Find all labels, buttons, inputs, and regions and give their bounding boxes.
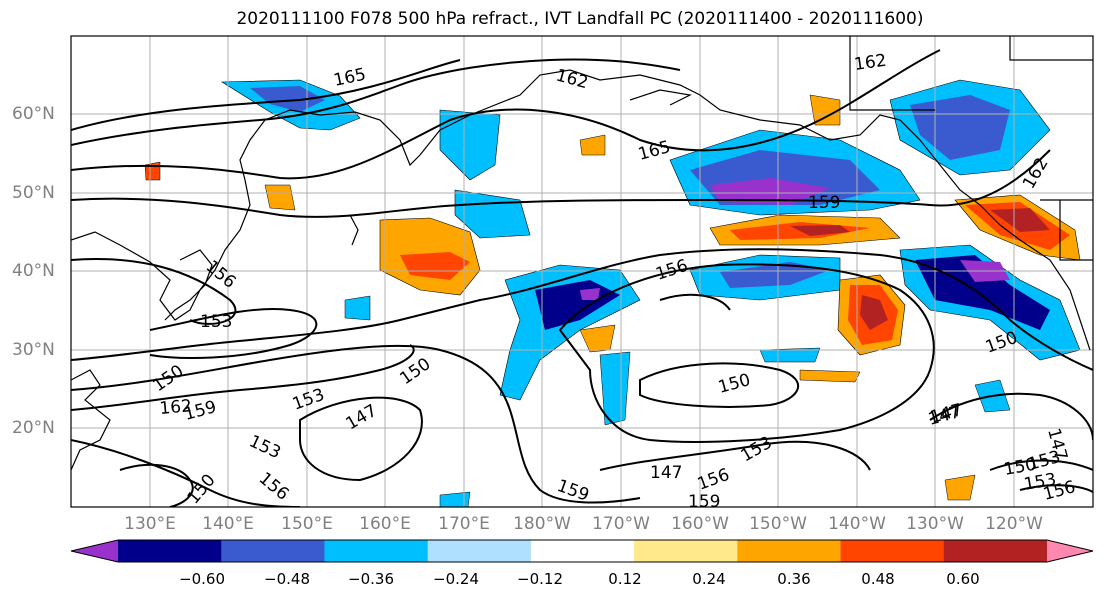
lon-label: 150°W	[749, 514, 807, 534]
contour-label: 153	[290, 385, 327, 415]
colorbar-segment	[634, 540, 738, 562]
lon-label: 140°W	[828, 514, 886, 534]
colorbar-tick: −0.24	[433, 570, 479, 588]
contour-label: 150	[184, 470, 220, 508]
shade-small-3	[579, 324, 616, 353]
lon-label: 180°W	[513, 514, 571, 534]
colorbar-tick: 0.12	[608, 570, 642, 588]
colorbar-tick: −0.60	[179, 570, 225, 588]
shade-np-darkred	[790, 225, 850, 236]
lat-label-20n: 20°N	[12, 418, 55, 438]
lon-label: 160°E	[359, 514, 411, 534]
plot-frame	[70, 35, 1094, 508]
contour-label: 165	[332, 65, 368, 91]
shade-small-1	[759, 347, 821, 363]
lat-label-50n: 50°N	[12, 183, 55, 203]
contour-label: 162	[853, 51, 888, 75]
contour-label: 156	[255, 469, 293, 505]
contour-label: 159	[688, 492, 720, 512]
lat-label-40n: 40°N	[12, 261, 55, 281]
colorbar-extend-min	[71, 540, 118, 562]
colorbar-tick: −0.12	[517, 570, 563, 588]
lon-label: 120°W	[985, 514, 1043, 534]
colorbar-outline	[70, 539, 1094, 563]
contour-label: 162	[159, 396, 193, 419]
contour-label: 153	[200, 312, 232, 332]
contour-label: 147	[343, 401, 381, 435]
contour-label: 159	[808, 193, 840, 213]
shade-sw-purple	[580, 288, 600, 300]
colorbar-tick: 0.60	[946, 570, 980, 588]
contour-label: 147	[650, 463, 682, 483]
colorbar-segment	[221, 540, 325, 562]
ivt-shading	[144, 79, 1081, 507]
shade-small-5	[579, 134, 606, 156]
map-title: 2020111100 F078 500 hPa refract., IVT La…	[236, 9, 924, 29]
contour-label: 162	[554, 66, 591, 94]
shade-small-8	[344, 295, 371, 321]
lon-label: 160°W	[671, 514, 729, 534]
contour-label: 150	[983, 328, 1020, 358]
shade-small-7	[144, 161, 161, 181]
lon-label: 150°E	[281, 514, 333, 534]
coastlines	[71, 36, 1093, 471]
shade-e-darkred	[860, 295, 888, 330]
lon-label: 170°W	[592, 514, 650, 534]
lon-label: 140°E	[202, 514, 254, 534]
colorbar-segment	[118, 540, 222, 562]
colorbar-segment	[530, 540, 635, 562]
contour-label: 159	[554, 476, 591, 506]
shade-small-11	[439, 491, 471, 507]
colorbar	[70, 539, 1094, 563]
shade-small-6	[264, 184, 296, 211]
shade-e2-navy	[915, 255, 1050, 330]
contour-label: 150	[396, 354, 434, 389]
shade-np-purple	[710, 178, 830, 205]
colorbar-tick: 0.24	[692, 570, 726, 588]
contour-label: 162	[1019, 154, 1053, 192]
shade-small-12	[809, 94, 841, 126]
contour-label: 150	[716, 370, 753, 398]
contour-label: 147	[926, 402, 963, 430]
contour-label: 156	[202, 257, 240, 293]
shade-small-2	[799, 369, 861, 383]
colorbar-segment	[737, 540, 842, 562]
lon-label: 170°E	[438, 514, 490, 534]
lat-label-30n: 30°N	[12, 340, 55, 360]
lon-label: 130°E	[124, 514, 176, 534]
lon-label: 130°W	[906, 514, 964, 534]
refractivity-contours	[71, 49, 1093, 507]
colorbar-tick: 0.36	[777, 570, 811, 588]
lat-label-60n: 60°N	[12, 104, 55, 124]
colorbar-segment	[943, 540, 1048, 562]
contour-label: 156	[653, 256, 690, 285]
colorbar-segment	[324, 540, 429, 562]
colorbar-extend-max	[1047, 540, 1093, 562]
gridlines	[71, 36, 1093, 507]
colorbar-segment	[427, 540, 532, 562]
shade-small-4	[599, 351, 631, 426]
shade-west-red	[400, 252, 470, 280]
shade-nw-navy	[250, 86, 325, 112]
shade-ne-darkred	[990, 208, 1050, 232]
colorbar-tick: 0.48	[861, 570, 895, 588]
colorbar-segment	[840, 540, 945, 562]
shade-small-10	[944, 474, 976, 501]
contour-label: 153	[246, 431, 284, 463]
colorbar-tick: −0.36	[348, 570, 394, 588]
colorbar-tick: −0.48	[264, 570, 310, 588]
contour-label: 150	[149, 361, 187, 396]
shade-e-navy	[720, 262, 830, 288]
